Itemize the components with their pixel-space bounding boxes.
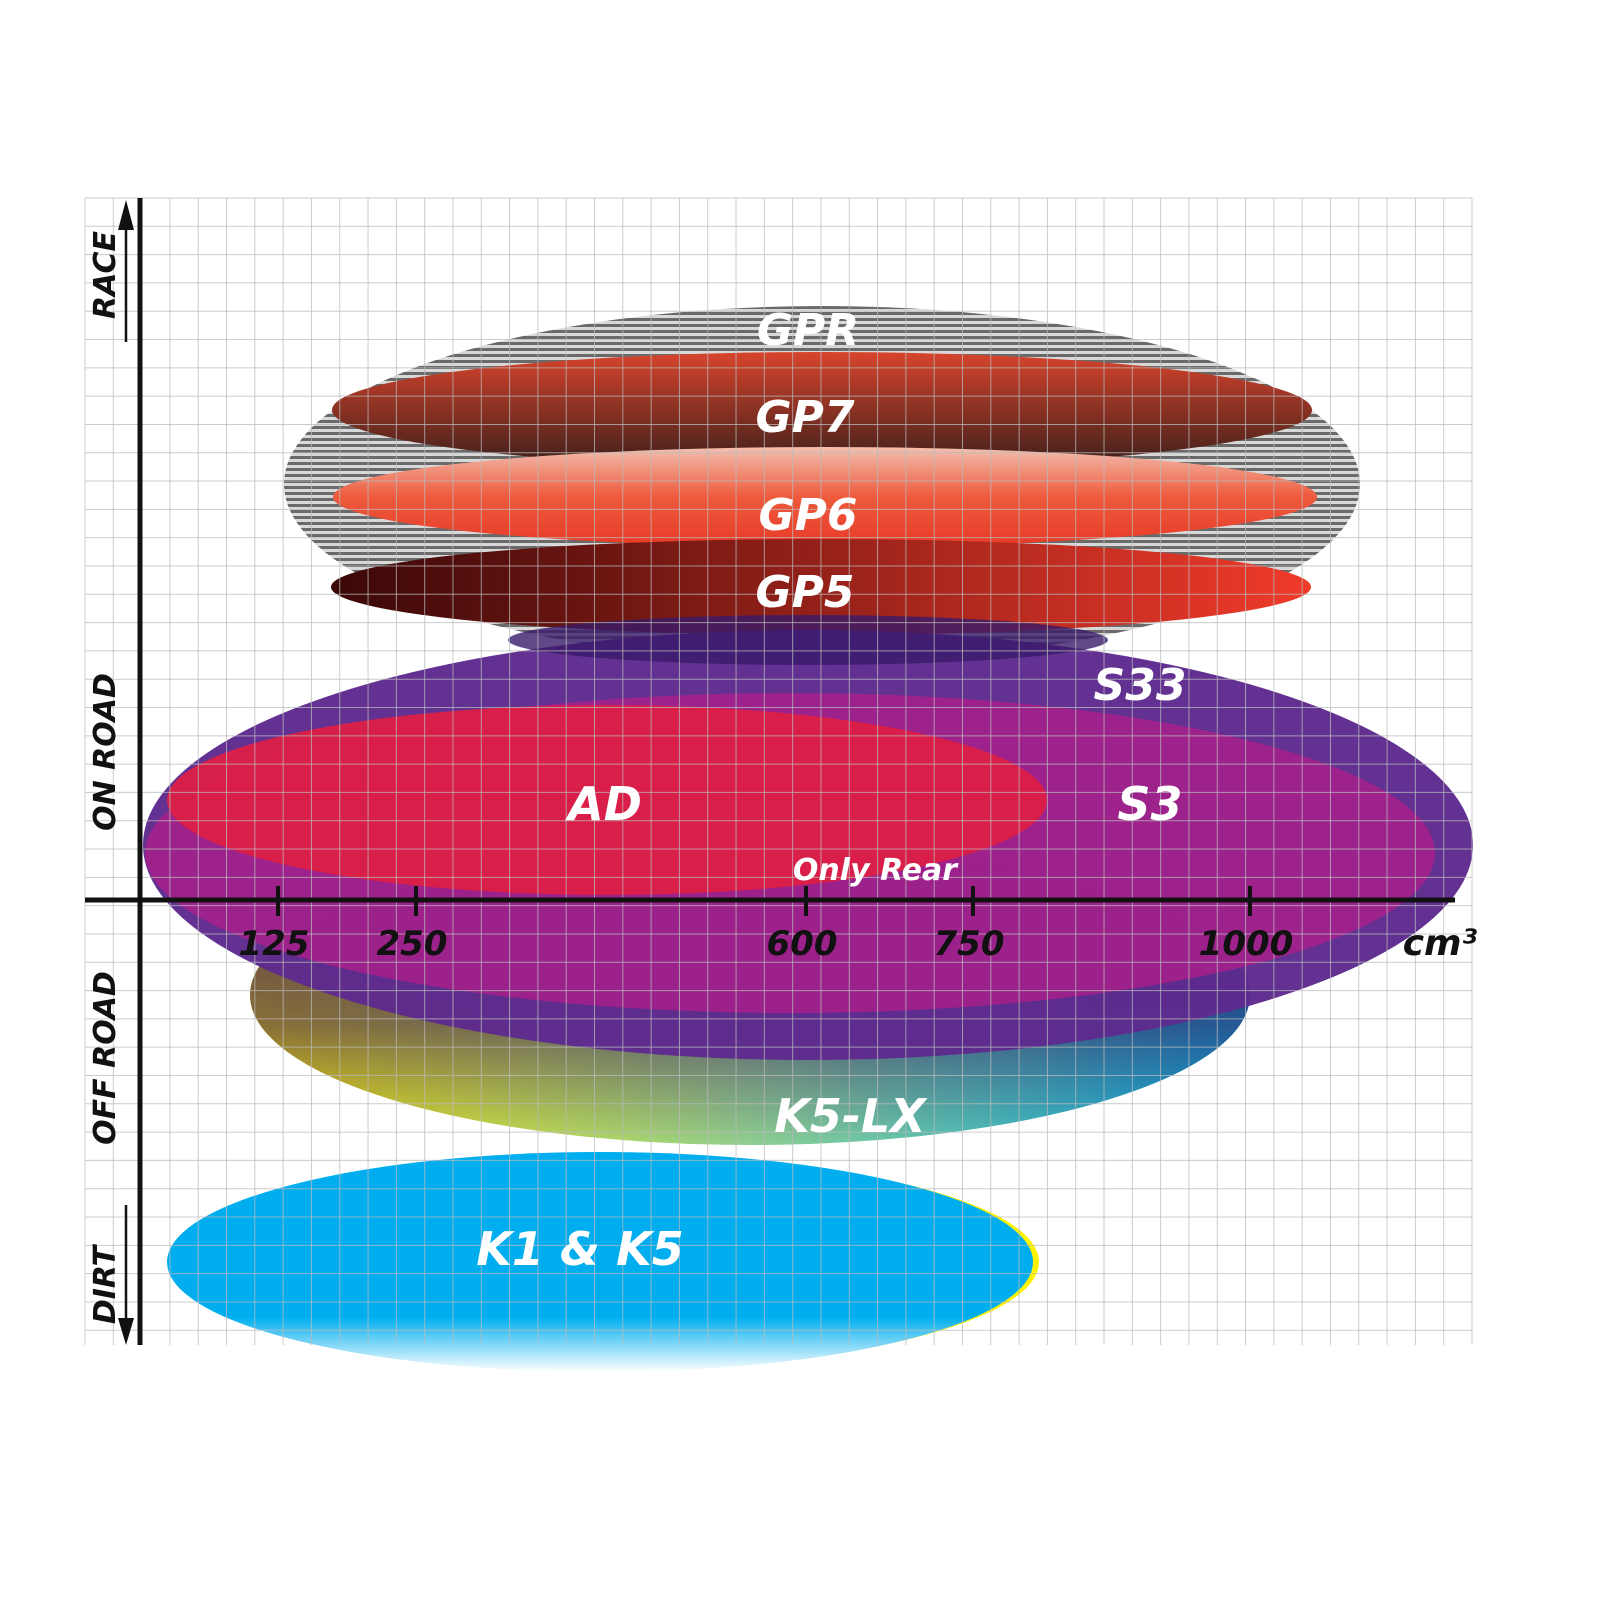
gp5-shadow — [508, 615, 1108, 665]
series-label: S33 — [1094, 660, 1187, 711]
x-tick-label: 1000 — [1199, 924, 1294, 964]
series-ellipse-gp7 — [332, 352, 1312, 468]
x-axis-unit-label: cm³ — [1403, 923, 1478, 964]
series-ellipse-k1-k5 — [167, 1152, 1033, 1372]
series-label: AD — [565, 777, 642, 831]
annotation-label: Only Rear — [793, 853, 959, 888]
series-label: S3 — [1117, 777, 1182, 831]
series-label: GPR — [757, 305, 859, 356]
x-tick-label: 250 — [377, 924, 448, 964]
x-tick-label: 600 — [767, 924, 838, 964]
series-ellipse-gp6 — [333, 447, 1317, 547]
dirt-arrow-head — [118, 1318, 134, 1345]
x-tick-label: 125 — [239, 924, 310, 964]
series-ellipse-ad — [167, 705, 1047, 895]
y-category-label: OFF ROAD — [88, 971, 123, 1145]
series-label: K1 & K5 — [476, 1222, 683, 1276]
series-label: K5-LX — [774, 1089, 928, 1143]
y-category-label: DIRT — [88, 1243, 123, 1324]
race-arrow-head — [118, 200, 134, 230]
series-label: GP5 — [756, 567, 855, 618]
y-category-label: ON ROAD — [88, 673, 123, 831]
series-label: GP6 — [759, 490, 858, 541]
x-tick-label: 750 — [934, 924, 1005, 964]
y-category-label: RACE — [88, 231, 123, 319]
series-label: GP7 — [756, 392, 855, 443]
